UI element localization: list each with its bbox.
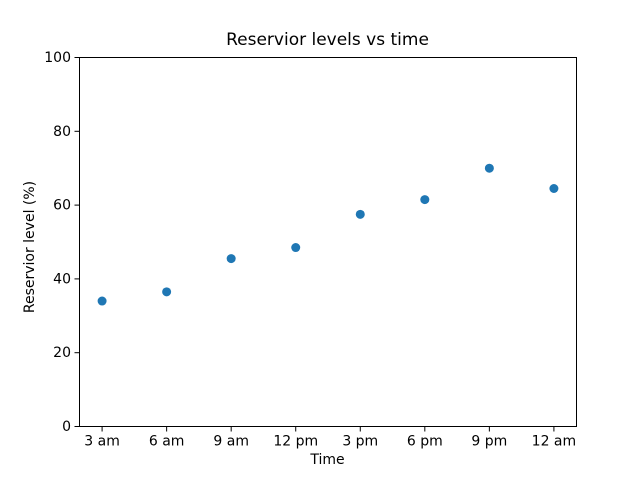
data-point bbox=[420, 195, 430, 205]
y-tick-label: 0 bbox=[62, 419, 71, 435]
x-tick-label: 6 pm bbox=[407, 434, 443, 450]
chart-title: Reservior levels vs time bbox=[226, 30, 429, 50]
y-tick-label: 100 bbox=[44, 50, 71, 66]
data-point bbox=[226, 254, 236, 264]
x-tick-label: 9 pm bbox=[471, 434, 507, 450]
y-tick-label: 20 bbox=[53, 345, 71, 361]
x-tick-label: 9 am bbox=[213, 434, 249, 450]
y-tick-label: 60 bbox=[53, 198, 71, 214]
x-tick-label: 3 am bbox=[84, 434, 120, 450]
data-point bbox=[355, 209, 365, 219]
y-tick-label: 80 bbox=[53, 124, 71, 140]
axes-frame bbox=[79, 57, 577, 427]
y-tick-label: 40 bbox=[53, 271, 71, 287]
x-tick-label: 6 am bbox=[149, 434, 185, 450]
data-point bbox=[162, 287, 172, 297]
x-tick-label: 12 am bbox=[532, 434, 576, 450]
data-point bbox=[97, 296, 107, 306]
x-tick-label: 12 pm bbox=[273, 434, 318, 450]
x-tick-label: 3 pm bbox=[342, 434, 378, 450]
data-point bbox=[549, 183, 559, 193]
data-point bbox=[291, 243, 301, 253]
data-point bbox=[484, 163, 494, 173]
x-axis-label: Time bbox=[310, 452, 345, 468]
